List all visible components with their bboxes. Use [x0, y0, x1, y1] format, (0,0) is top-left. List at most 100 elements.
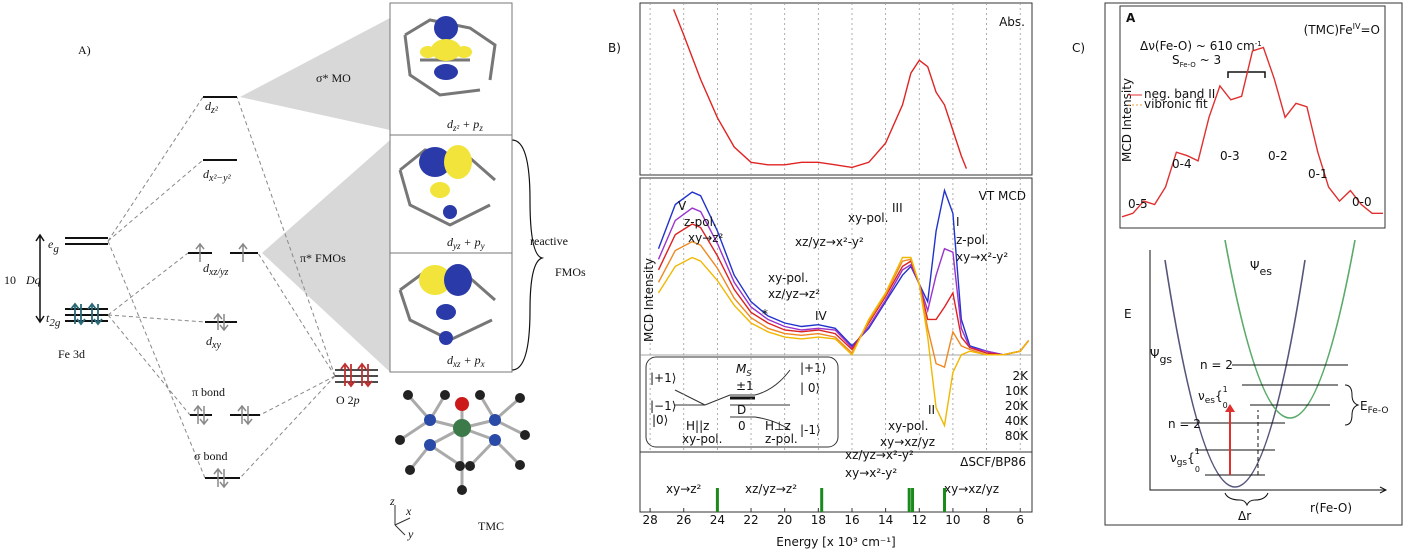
progression-label: 0-5 [1128, 197, 1148, 211]
atom [395, 435, 405, 445]
x-tick-label: 6 [1016, 513, 1024, 527]
lobe [444, 264, 472, 296]
legend-label: 10K [1005, 384, 1029, 398]
band-label: II [928, 403, 935, 417]
lobe [436, 304, 456, 320]
calc-transition: xz/yz→z² [745, 482, 797, 496]
shade [240, 18, 390, 130]
ms-text: |-1⟩ [800, 423, 821, 437]
reactive-label: reactive [530, 234, 568, 248]
ms-text: |0⟩ [652, 413, 668, 427]
band-label: xz/yz→x²-y² [795, 235, 864, 249]
ms-text: D [737, 403, 746, 417]
o-label: O 2p [336, 393, 360, 407]
atom [515, 460, 525, 470]
text: z² [210, 105, 219, 116]
band-label: xy-pol. [888, 419, 928, 433]
correlation-lines [107, 96, 336, 479]
pi-bond: π bond [192, 385, 225, 399]
lobe [430, 182, 450, 198]
band-label: IV [815, 309, 828, 323]
text: g [53, 243, 59, 255]
panel-c: C) A (TMC)FeIV=O Δν(Fe-O) ~ 610 cm-1 SFe… [1072, 2, 1403, 526]
text: (TMC)Fe [1304, 23, 1353, 37]
x-tick-label: 12 [912, 513, 927, 527]
lobe [439, 331, 453, 345]
lobe [444, 145, 472, 179]
excited-well [1224, 239, 1356, 419]
text: IV [1353, 22, 1361, 31]
panel-label: A) [78, 43, 91, 57]
lobe [434, 16, 458, 40]
band-label: xy→xz/yz [880, 435, 935, 449]
dq-label: 10 Dq [4, 273, 41, 287]
psi-es: Ψes [1250, 259, 1272, 278]
text: Dq [25, 273, 41, 287]
ms-text: 0 [738, 419, 746, 433]
e-label: E [1124, 307, 1132, 321]
text: M [736, 362, 747, 376]
series-line [657, 223, 1030, 356]
series-line [1121, 46, 1383, 218]
mo-label: dz² + pz [447, 117, 483, 133]
panel-label: C) [1072, 41, 1085, 55]
text: d [447, 117, 454, 131]
brace [1224, 492, 1269, 507]
text: t [46, 311, 50, 325]
progression-label: 0-2 [1268, 149, 1288, 163]
atom [520, 430, 530, 440]
text: Fe-O [1368, 406, 1389, 416]
band-label: xy→z² [688, 231, 724, 245]
text: 10 [4, 273, 16, 287]
bracket [1227, 71, 1266, 78]
text: x²−y² [208, 173, 232, 184]
atom [489, 414, 501, 426]
x-tick-label: 24 [710, 513, 725, 527]
legend-label: 20K [1005, 399, 1029, 413]
series-line [657, 256, 1030, 428]
t2g-label: t2g [46, 311, 61, 329]
text: es [1205, 396, 1216, 406]
text: O 2 [336, 393, 354, 407]
ms-text: |+1⟩ [650, 371, 676, 385]
y-axis-label: MCD Intensity [642, 258, 656, 342]
text: E [1360, 399, 1368, 413]
text: Ψ [1250, 259, 1259, 273]
text: d [206, 334, 213, 348]
text: ν [1198, 389, 1205, 403]
tmc-label: TMC [478, 519, 504, 533]
inset-frame [1119, 5, 1386, 229]
atom [424, 439, 436, 451]
efeo: EFe-O [1360, 399, 1388, 416]
x-axis-label: Energy [x 10³ cm⁻¹] [776, 535, 895, 549]
text: + p [459, 117, 479, 131]
mo-label: dyz + py [447, 235, 485, 251]
level-label: dxy [206, 334, 221, 351]
atom [515, 393, 525, 403]
y-axis-label: MCD Intensity [1120, 78, 1134, 162]
x-tick-label: 14 [878, 513, 893, 527]
band-label: z-pol. [684, 215, 717, 229]
calc-label: ΔSCF/BP86 [960, 455, 1026, 469]
text: yz [452, 241, 461, 251]
electron-arrows [340, 362, 373, 388]
legend-label: neg. band II [1144, 87, 1215, 101]
n-label: n = 2 [1200, 358, 1233, 372]
mcd-label: VT MCD [979, 189, 1026, 203]
lobe [419, 147, 451, 177]
text: d [447, 235, 454, 249]
vibrational-levels [1185, 364, 1348, 476]
molecule [394, 390, 530, 536]
text: =O [1361, 23, 1381, 37]
bonds [399, 394, 526, 490]
mo-label: dxz + px [447, 353, 485, 369]
legend-label: vibronic fit [1144, 97, 1208, 111]
text: { [1215, 389, 1223, 403]
text: + p [461, 353, 481, 367]
band-label: III [892, 201, 903, 215]
text: d [447, 353, 454, 367]
ms-text: |−1⟩ [650, 399, 676, 413]
nu-es: νes{1 0 [1198, 385, 1228, 410]
level-label: dx²−y² [203, 167, 232, 184]
